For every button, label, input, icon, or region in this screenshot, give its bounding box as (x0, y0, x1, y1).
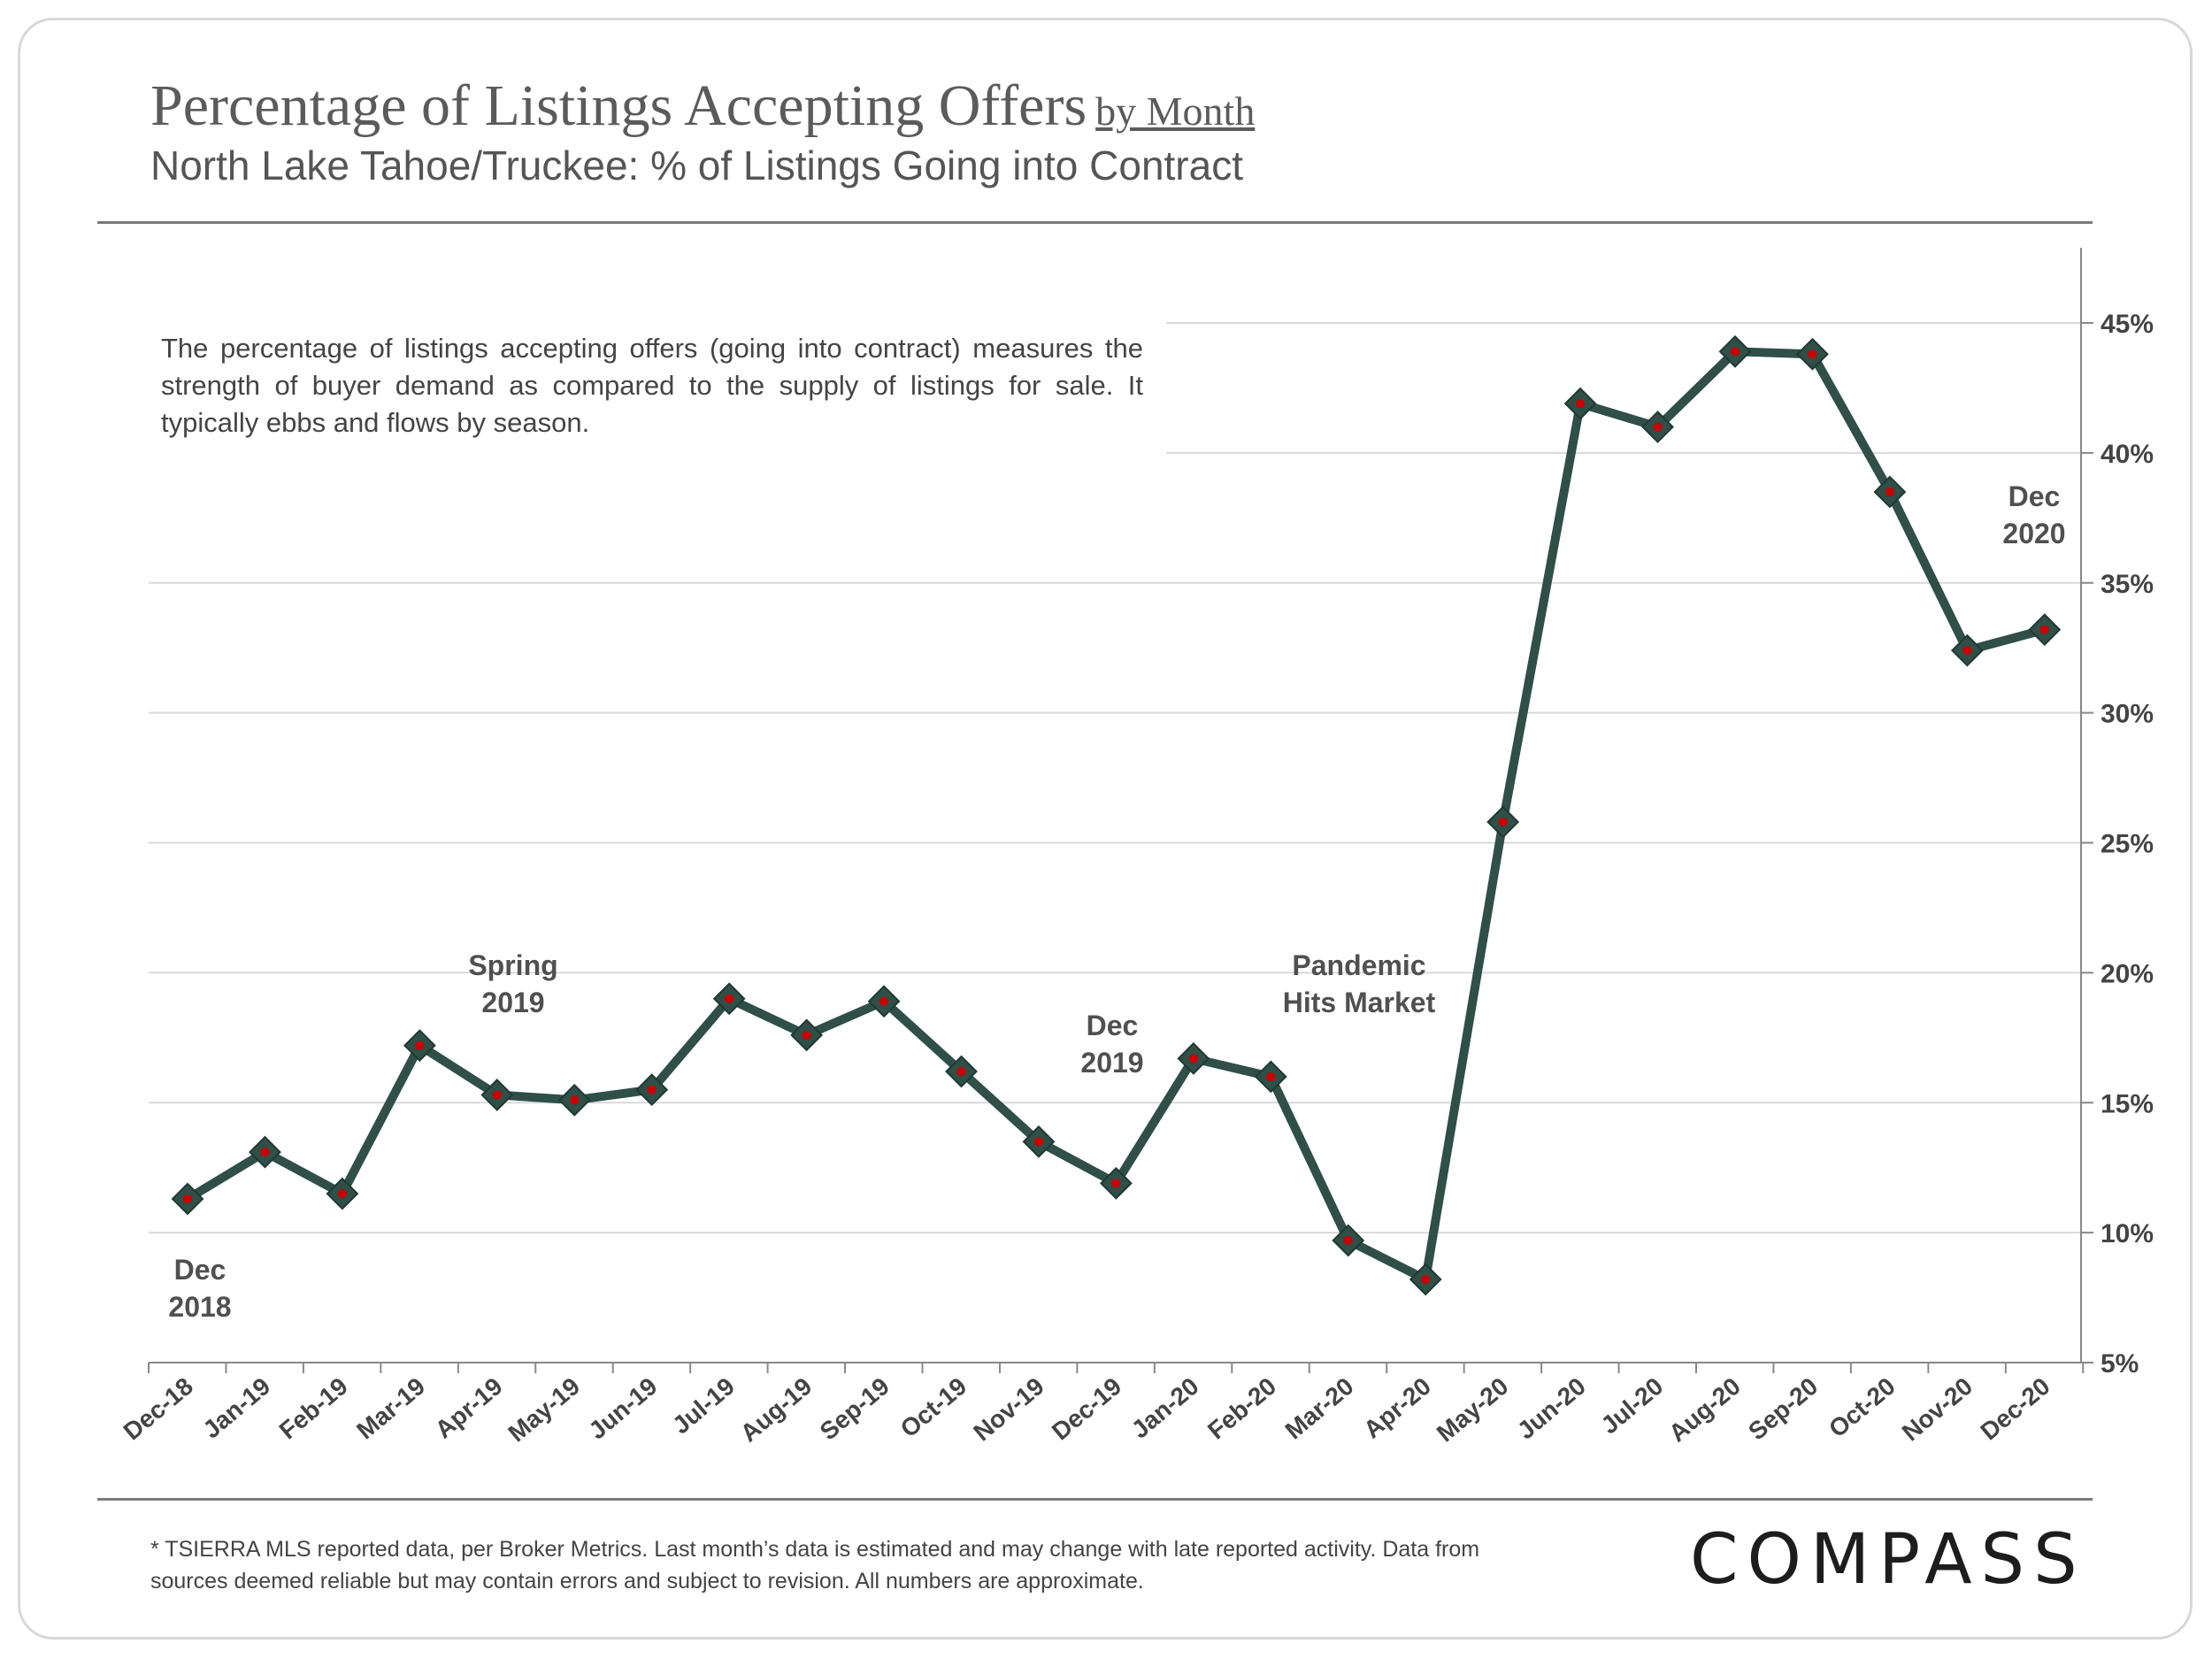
chart-annotation: Dec (2008, 480, 2061, 512)
data-point-center (1576, 399, 1586, 409)
y-tick-label: 25% (2101, 830, 2154, 859)
compass-logo: COMPASS (1690, 1520, 2086, 1600)
chart-annotation: Dec (174, 1254, 227, 1286)
header-divider (97, 221, 2093, 224)
x-tick-label: Aug-19 (735, 1372, 818, 1448)
footer-divider (97, 1498, 2093, 1501)
x-tick-label: Jun-19 (583, 1372, 662, 1445)
x-tick-label: May-19 (503, 1372, 585, 1448)
data-point-center (415, 1041, 425, 1050)
x-tick-label: Nov-20 (1897, 1372, 1978, 1447)
chart-title-suffix: by Month (1095, 88, 1256, 134)
data-point-center (2039, 625, 2049, 634)
chart-annotation: Spring (468, 949, 557, 981)
x-tick-label: Dec-19 (1047, 1372, 1126, 1446)
data-point-center (183, 1194, 192, 1203)
data-point-center (1343, 1235, 1353, 1245)
y-tick-label: 15% (2101, 1089, 2154, 1118)
data-point-center (1498, 818, 1508, 826)
chart-annotation: 2019 (1080, 1047, 1143, 1079)
data-point-center (647, 1085, 657, 1094)
x-tick-label: Nov-19 (968, 1372, 1048, 1447)
y-tick-label: 40% (2101, 440, 2154, 469)
chart-annotation: 2019 (481, 987, 544, 1018)
chart-annotation: Dec (1087, 1010, 1139, 1041)
data-point-center (1885, 487, 1894, 496)
series-line-layer (183, 347, 2049, 1284)
x-tick-label: Sep-20 (1743, 1372, 1823, 1446)
x-tick-label: Jul-19 (667, 1372, 740, 1440)
x-tick-label: Jun-20 (1512, 1372, 1591, 1445)
chart-annotation: 2018 (168, 1291, 231, 1323)
grid-layer (149, 322, 2081, 1234)
y-tick-label: 20% (2101, 959, 2154, 988)
data-point-center (1962, 646, 1972, 656)
series-line (183, 347, 2049, 1284)
x-tick-label: Aug-20 (1663, 1372, 1746, 1448)
chart-description-note: The percentage of listings accepting off… (161, 333, 1143, 438)
chart-subtitle: North Lake Tahoe/Truckee: % of Listings … (150, 142, 1243, 188)
x-tick-label: Mar-20 (1280, 1372, 1359, 1445)
data-point-center (956, 1067, 966, 1076)
x-tick-label: Mar-19 (351, 1372, 430, 1445)
y-tick-label: 5% (2101, 1349, 2139, 1379)
data-point-center (492, 1090, 502, 1100)
data-point-center (337, 1189, 347, 1199)
data-point-center (570, 1095, 580, 1105)
chart-annotation: Pandemic (1292, 949, 1425, 981)
x-tick-label: Dec-20 (1975, 1372, 2055, 1446)
x-tick-label: Jul-20 (1595, 1372, 1668, 1440)
source-footnote: * TSIERRA MLS reported data, per Broker … (150, 1537, 1480, 1594)
data-point-center (260, 1148, 270, 1157)
y-tick-label: 30% (2101, 700, 2154, 729)
data-point-center (802, 1030, 811, 1040)
data-point-center (1266, 1071, 1276, 1081)
data-point-center (1653, 422, 1663, 432)
chart-title-main: Percentage of Listings Accepting Offers (150, 73, 1087, 138)
data-point-center (725, 994, 734, 1003)
x-tick-label: Apr-19 (430, 1372, 508, 1444)
data-point-center (1111, 1179, 1121, 1188)
x-tick-label: Feb-19 (274, 1372, 353, 1445)
x-tick-label: Apr-20 (1358, 1372, 1436, 1444)
data-point-center (1421, 1275, 1431, 1284)
data-point-center (879, 996, 889, 1006)
data-point-center (1808, 349, 1817, 359)
data-point-center (1188, 1054, 1198, 1064)
x-tick-label: Sep-19 (815, 1372, 895, 1446)
x-tick-label: Feb-20 (1202, 1372, 1281, 1445)
y-tick-label: 45% (2101, 310, 2154, 339)
x-tick-label: Oct-19 (895, 1372, 972, 1443)
y-tick-label: 35% (2101, 570, 2154, 599)
x-tick-label: Dec-18 (119, 1372, 198, 1446)
annotation-layer: Dec 2018 Spring 2019 Dec 2019 Pandemic Hits Mar… (168, 480, 2065, 1323)
data-point-center (1033, 1137, 1043, 1147)
marker-layer (171, 334, 2062, 1296)
x-tick-label: Jan-20 (1126, 1372, 1204, 1444)
chart-annotation: 2020 (2002, 518, 2065, 549)
x-tick-label: May-20 (1432, 1372, 1514, 1448)
chart-title: Percentage of Listings Accepting Offers b… (150, 73, 1255, 140)
y-tick-label: 10% (2101, 1219, 2154, 1248)
x-tick-label: Jan-19 (197, 1372, 275, 1444)
data-point-center (1731, 347, 1740, 357)
chart-annotation: Hits Market (1283, 987, 1436, 1018)
x-tick-label: Oct-20 (1824, 1372, 1901, 1443)
